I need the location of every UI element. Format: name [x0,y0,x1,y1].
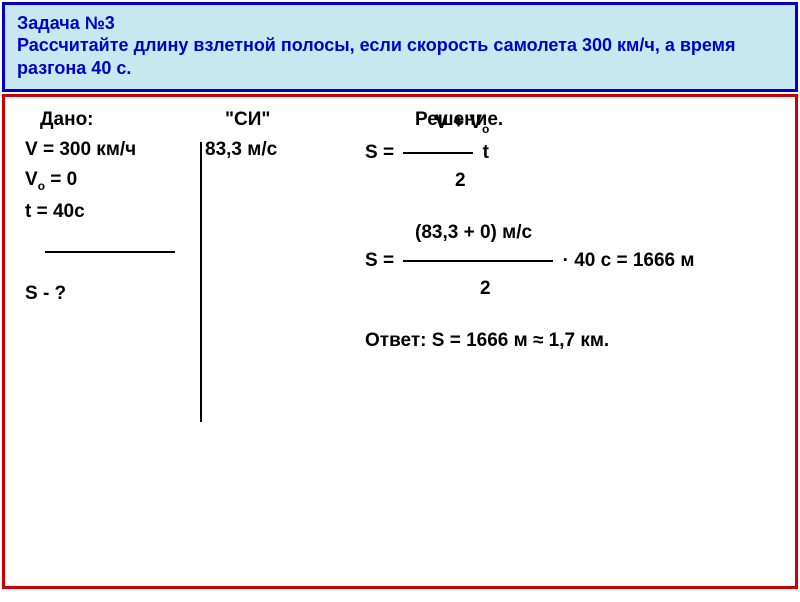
given-heading: Дано: [25,109,205,131]
num-text: V + V [435,112,482,133]
formula-numerator: V + Vo [365,112,694,136]
calc-s-equals: S = [365,250,399,271]
si-divider-line [200,142,202,422]
v0-post: = 0 [45,169,77,190]
si-v: 83,3 м/с [205,139,355,161]
problem-header: Задача №3 Рассчитайте длину взлетной пол… [2,2,798,92]
find-s: S - ? [25,283,205,305]
given-t: t = 40c [25,201,205,223]
solution-body: Дано: "СИ" Решение. V = 300 км/ч 83,3 м/… [2,94,798,589]
s-equals: S = [365,142,399,163]
formula-line: S = t [365,142,694,164]
times-t: t [483,142,489,163]
num-sub: o [482,122,489,136]
calc-line: S = · 40 с = 1666 м [365,250,694,272]
calc-rest: · 40 с = 1666 м [563,250,695,271]
fraction-bar-2 [403,260,553,262]
given-divider-line [45,251,175,253]
v0-pre: V [25,169,38,190]
calc-numerator: (83,3 + 0) м/с [365,222,694,244]
formula-denominator: 2 [365,170,694,192]
fraction-bar-1 [403,152,473,154]
problem-statement: Рассчитайте длину взлетной полосы, если … [17,34,783,81]
answer-line: Ответ: S = 1666 м ≈ 1,7 км. [365,330,694,352]
given-v: V = 300 км/ч [25,139,205,161]
solution-block: V + Vo S = t 2 (83,3 + 0) м/с S = · 40 с… [365,112,694,358]
given-v0: Vo = 0 [25,169,205,193]
v0-sub: o [38,179,45,193]
problem-number: Задача №3 [17,13,783,34]
si-heading: "СИ" [205,109,355,131]
calc-denominator: 2 [365,278,694,300]
